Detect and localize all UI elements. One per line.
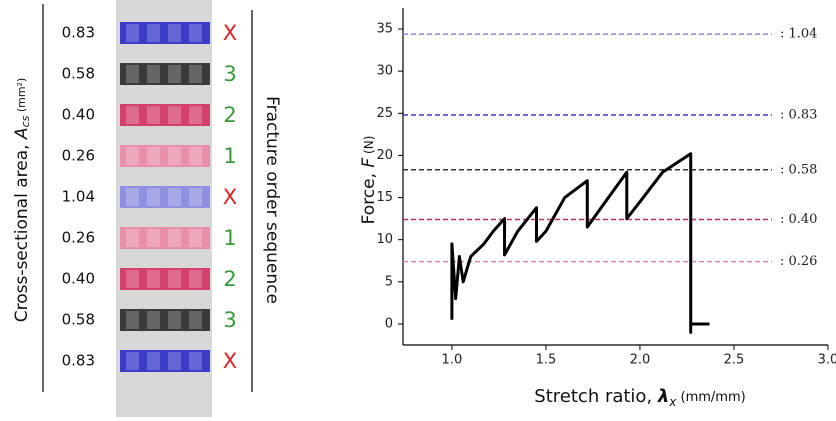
y-tick-label: 5 [385,274,393,289]
x-tick-label: 1.5 [536,353,557,368]
strip-cell [147,106,160,124]
area-label: 0.58 [62,311,95,329]
strip-cell [147,311,160,329]
strip-cell [168,311,181,329]
strip-cell [126,270,139,288]
strip-cell [168,106,181,124]
area-label: 0.26 [62,229,95,247]
strip-cell [126,352,139,370]
strip-cell [189,65,202,83]
strip-cell [126,24,139,42]
order-label: 2 [223,103,236,127]
y-tick-label: 25 [376,106,393,121]
order-label: 1 [223,144,236,168]
strip-cell [126,188,139,206]
order-label: 3 [223,62,236,86]
area-label: 0.83 [62,352,95,370]
y-tick-label: 20 [376,148,393,163]
y-tick-label: 10 [376,232,393,247]
strip-cell [189,24,202,42]
strip-cell [147,65,160,83]
strip-cell [126,65,139,83]
reference-label: : 0.58 [780,162,817,177]
strip-cell [189,270,202,288]
area-label: 0.83 [62,24,95,42]
order-label: 2 [223,267,236,291]
strip-cell [168,229,181,247]
x-tick-label: 3.0 [818,353,836,368]
strip-cell [126,147,139,165]
strip-cell [189,106,202,124]
strip-cell [126,229,139,247]
area-label: 0.40 [62,270,95,288]
reference-label: : 0.83 [780,107,817,122]
y-tick-label: 0 [385,316,393,331]
strip-cell [189,311,202,329]
strip-cell [147,229,160,247]
strip-cell [147,147,160,165]
strip-cell [168,352,181,370]
strip-cell [147,352,160,370]
area-label: 0.40 [62,106,95,124]
strip-cell [168,24,181,42]
strip-cell [126,311,139,329]
y-tick-label: 35 [376,22,393,37]
order-label: X [223,185,237,209]
reference-label: : 0.40 [780,212,817,227]
order-axis-label: Fracture order sequence [262,96,282,304]
order-label: X [223,21,237,45]
area-label: 1.04 [62,188,95,206]
figure: Cross-sectional area, Acs (mm²) Fracture… [0,0,836,417]
reference-label: : 1.04 [780,27,817,42]
reference-label: : 0.26 [780,254,817,269]
area-axis-label: Cross-sectional area, Acs (mm²) [12,78,32,323]
x-tick-label: 1.0 [442,353,463,368]
order-label: 1 [223,226,236,250]
x-tick-label: 2.5 [724,353,745,368]
strip-cell [126,106,139,124]
y-tick-label: 30 [376,64,393,79]
y-tick-label: 15 [376,190,393,205]
area-label: 0.26 [62,147,95,165]
order-label: 3 [223,308,236,332]
force-curve [452,154,710,333]
strip-cell [189,229,202,247]
area-label: 0.58 [62,65,95,83]
strip-cell [168,65,181,83]
strip-cell [189,188,202,206]
strip-cell [147,270,160,288]
strip-cell [168,147,181,165]
order-label: X [223,349,237,373]
strip-cell [168,188,181,206]
strip-cell [168,270,181,288]
strip-cell [147,188,160,206]
strip-cell [189,352,202,370]
strip-cell [147,24,160,42]
strip-cell [189,147,202,165]
x-tick-label: 2.0 [630,353,651,368]
x-axis-label: Stretch ratio, λx (mm/mm) [534,386,745,409]
